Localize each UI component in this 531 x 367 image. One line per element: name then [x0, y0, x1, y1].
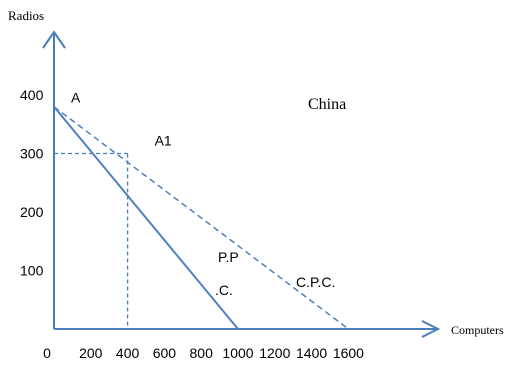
- y-tick-labels: 100 200 300 400: [20, 87, 44, 279]
- y-tick-label: 100: [20, 263, 44, 279]
- x-axis-arrowhead: [421, 320, 441, 338]
- x-tick-labels: 0 200 400 600 800 1000 1200 1400 1600: [43, 345, 364, 361]
- x-tick-label: 1200: [259, 345, 290, 361]
- point-label-a: A: [71, 90, 81, 106]
- point-label-a1: A1: [155, 133, 172, 149]
- y-tick-label: 200: [20, 204, 44, 220]
- cpc-line: [53, 106, 349, 330]
- x-tick-label: 600: [153, 345, 177, 361]
- x-tick-label: 1000: [222, 345, 253, 361]
- ppc-label-line1: P.P: [218, 249, 239, 265]
- x-axis-title: Computers: [451, 323, 504, 337]
- x-tick-label: 800: [190, 345, 214, 361]
- guide-lines: [54, 152, 129, 329]
- cpc-label: C.P.C.: [296, 274, 335, 290]
- y-tick-label: 400: [20, 87, 44, 103]
- y-axis-arrowhead: [42, 30, 66, 49]
- ppc-label-line2: .C.: [215, 282, 233, 298]
- x-tick-label: 1400: [296, 345, 327, 361]
- x-tick-label: 0: [43, 345, 51, 361]
- x-tick-label: 200: [79, 345, 103, 361]
- ppc-line: [53, 106, 239, 330]
- x-tick-label: 400: [116, 345, 140, 361]
- y-axis-title: Radios: [8, 8, 44, 23]
- y-tick-label: 300: [20, 146, 44, 162]
- series-lines: [53, 106, 349, 330]
- x-tick-label: 1600: [333, 345, 364, 361]
- country-label: China: [308, 96, 346, 113]
